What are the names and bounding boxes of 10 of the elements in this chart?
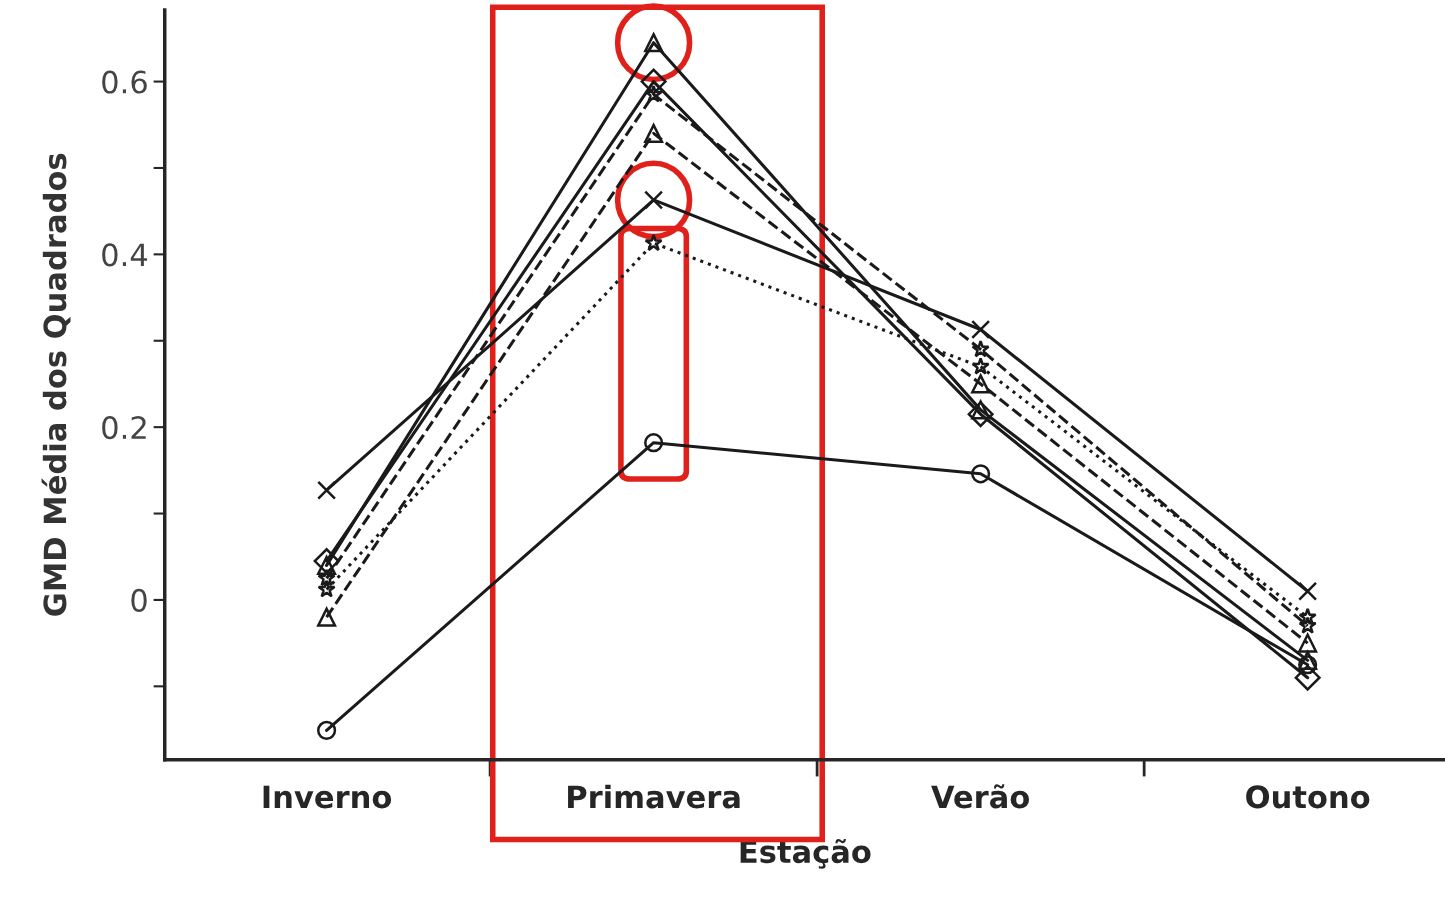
x-tick-label: Outono — [1246, 785, 1370, 809]
x-tick-label: Inverno — [263, 785, 392, 809]
x-axis-title: Estação — [740, 838, 871, 869]
x-tick-label: Verão — [931, 784, 1030, 809]
y-tick-label: 0.4 — [102, 243, 148, 267]
y-tick-label: 0 — [131, 588, 147, 612]
y-tick-label: 0.6 — [102, 70, 147, 94]
x-tick-label: Primavera — [568, 784, 740, 809]
y-axis-title: GMD Média dos Quadrados — [41, 153, 71, 616]
y-tick-label: 0.2 — [102, 416, 146, 440]
